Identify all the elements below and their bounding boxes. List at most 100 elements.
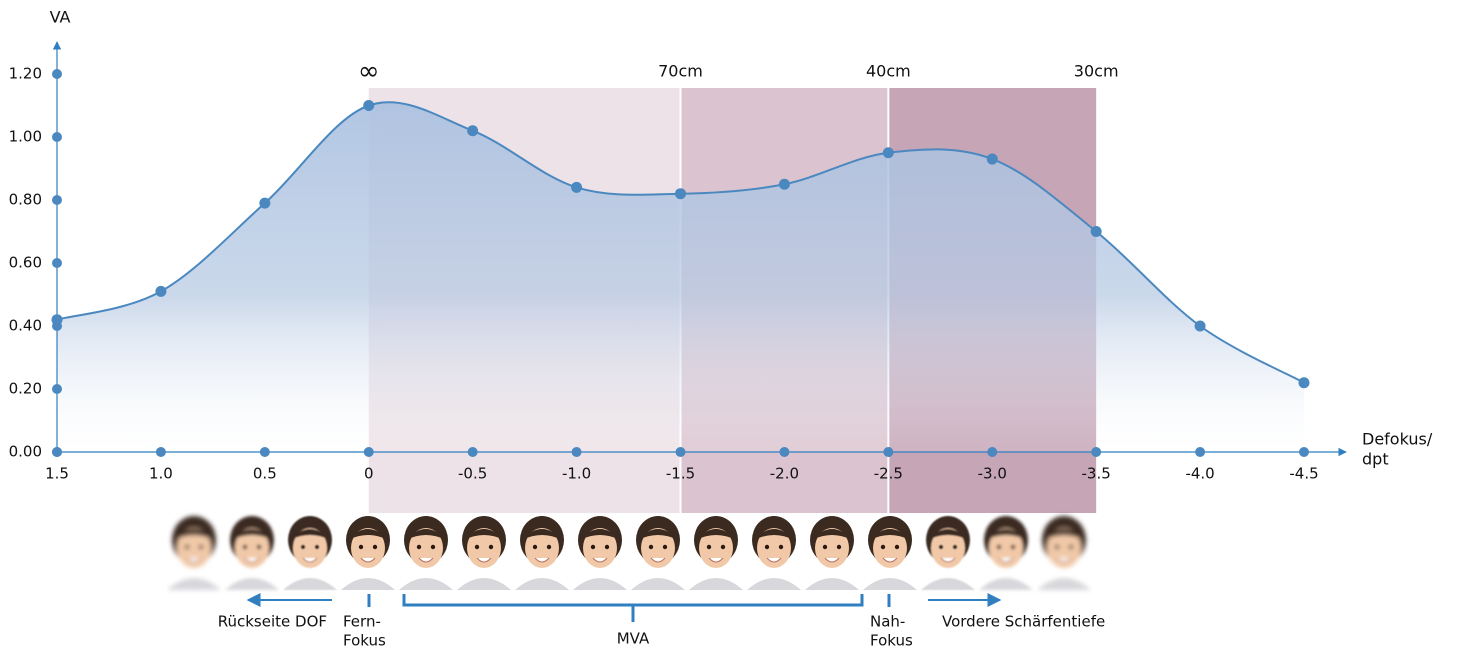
- face-shirt: [399, 578, 453, 590]
- area: [57, 102, 1304, 452]
- y-tick: [52, 195, 62, 205]
- face-skin: [757, 528, 791, 568]
- face-shirt: [515, 578, 569, 590]
- y-tick: [52, 258, 62, 268]
- x-tick-label: 0.5: [253, 465, 277, 483]
- y-tick: [52, 132, 62, 142]
- data-point: [51, 314, 63, 326]
- data-point: [1194, 320, 1206, 332]
- distance-label: 70cm: [658, 62, 703, 81]
- face-shirt: [167, 578, 221, 590]
- face-skin: [525, 528, 559, 568]
- x-tick-label: -2.5: [874, 465, 903, 483]
- face-shirt: [747, 578, 801, 590]
- face-mouth: [882, 557, 898, 563]
- face-eye: [242, 544, 248, 550]
- face-skin: [815, 528, 849, 568]
- face-eye: [1010, 544, 1016, 550]
- face-skin: [699, 528, 733, 568]
- face-strip: [167, 516, 1091, 590]
- face-skin: [641, 528, 675, 568]
- annotations: Rückseite DOF Fern- Fokus MVA Nah- Fokus…: [218, 593, 1105, 649]
- face-eye: [488, 544, 494, 550]
- face-fringe: [232, 529, 272, 540]
- face-eye: [894, 544, 900, 550]
- far-focus-label: Fokus: [343, 632, 386, 649]
- far-focus-label: Fern-: [343, 613, 381, 631]
- x-tick-label: -1.0: [562, 465, 591, 483]
- face-skin: [989, 528, 1023, 568]
- x-tick: [52, 447, 62, 457]
- face-eye: [430, 544, 436, 550]
- plot: VADefokus/dpt0.000.200.400.600.801.001.2…: [9, 8, 1433, 483]
- face-mouth: [824, 557, 840, 563]
- data-point: [571, 181, 583, 193]
- face-shirt: [689, 578, 743, 590]
- x-tick-label: 0: [364, 465, 374, 483]
- face-fringe: [986, 529, 1026, 540]
- x-tick: [987, 447, 998, 457]
- face: [515, 516, 569, 590]
- face-eye: [706, 544, 712, 550]
- face-skin: [873, 528, 907, 568]
- face-eye: [648, 544, 654, 550]
- face-skin: [931, 528, 965, 568]
- face-fringe: [174, 529, 214, 540]
- data-point: [675, 188, 686, 200]
- face-shirt: [921, 578, 975, 590]
- face-eye: [300, 544, 306, 550]
- x-tick-label: 1.0: [149, 465, 173, 483]
- face-shirt: [573, 578, 627, 590]
- y-tick-label: 1.00: [9, 128, 42, 146]
- face-mouth: [244, 557, 260, 563]
- y-tick-label: 0.80: [9, 191, 42, 209]
- x-tick-label: -3.0: [978, 465, 1007, 483]
- face-skin: [1047, 528, 1081, 568]
- face: [167, 516, 221, 590]
- x-tick-label: -4.0: [1185, 465, 1214, 483]
- face-fringe: [928, 529, 968, 540]
- face-eye: [1068, 544, 1074, 550]
- data-point: [1090, 226, 1102, 237]
- face-fringe: [754, 529, 794, 540]
- face: [689, 516, 743, 590]
- x-tick-label: -3.5: [1082, 465, 1111, 483]
- back-dof-label: Rückseite DOF: [218, 613, 327, 631]
- face-fringe: [870, 529, 910, 540]
- face-mouth: [302, 557, 318, 563]
- face-skin: [409, 528, 443, 568]
- face: [631, 516, 685, 590]
- face-mouth: [592, 557, 608, 563]
- face: [1037, 516, 1091, 590]
- face-mouth: [940, 557, 956, 563]
- face-shirt: [1037, 578, 1091, 590]
- y-tick: [52, 69, 62, 79]
- x-tick-label: -4.5: [1289, 465, 1318, 483]
- face-shirt: [341, 578, 395, 590]
- y-tick-label: 1.20: [9, 65, 42, 83]
- x-tick: [1195, 447, 1206, 457]
- face-skin: [235, 528, 269, 568]
- face-shirt: [457, 578, 511, 590]
- distance-label: 30cm: [1074, 62, 1119, 81]
- face-eye: [358, 544, 364, 550]
- face-eye: [198, 544, 204, 550]
- face-eye: [590, 544, 596, 550]
- face-shirt: [283, 578, 337, 590]
- x-tick-label: -1.5: [666, 465, 695, 483]
- face: [457, 516, 511, 590]
- x-tick: [883, 447, 894, 457]
- face-eye: [764, 544, 770, 550]
- data-point: [467, 125, 479, 137]
- data-point: [778, 178, 790, 190]
- near-focus-label: Nah-: [870, 613, 905, 631]
- face-eye: [256, 544, 262, 550]
- mva-label: MVA: [617, 630, 650, 648]
- face: [805, 516, 859, 590]
- face-fringe: [522, 529, 562, 540]
- face-eye: [546, 544, 552, 550]
- x-tick-label: 1.5: [45, 465, 69, 483]
- face-fringe: [696, 529, 736, 540]
- face-eye: [532, 544, 538, 550]
- x-tick: [675, 447, 686, 457]
